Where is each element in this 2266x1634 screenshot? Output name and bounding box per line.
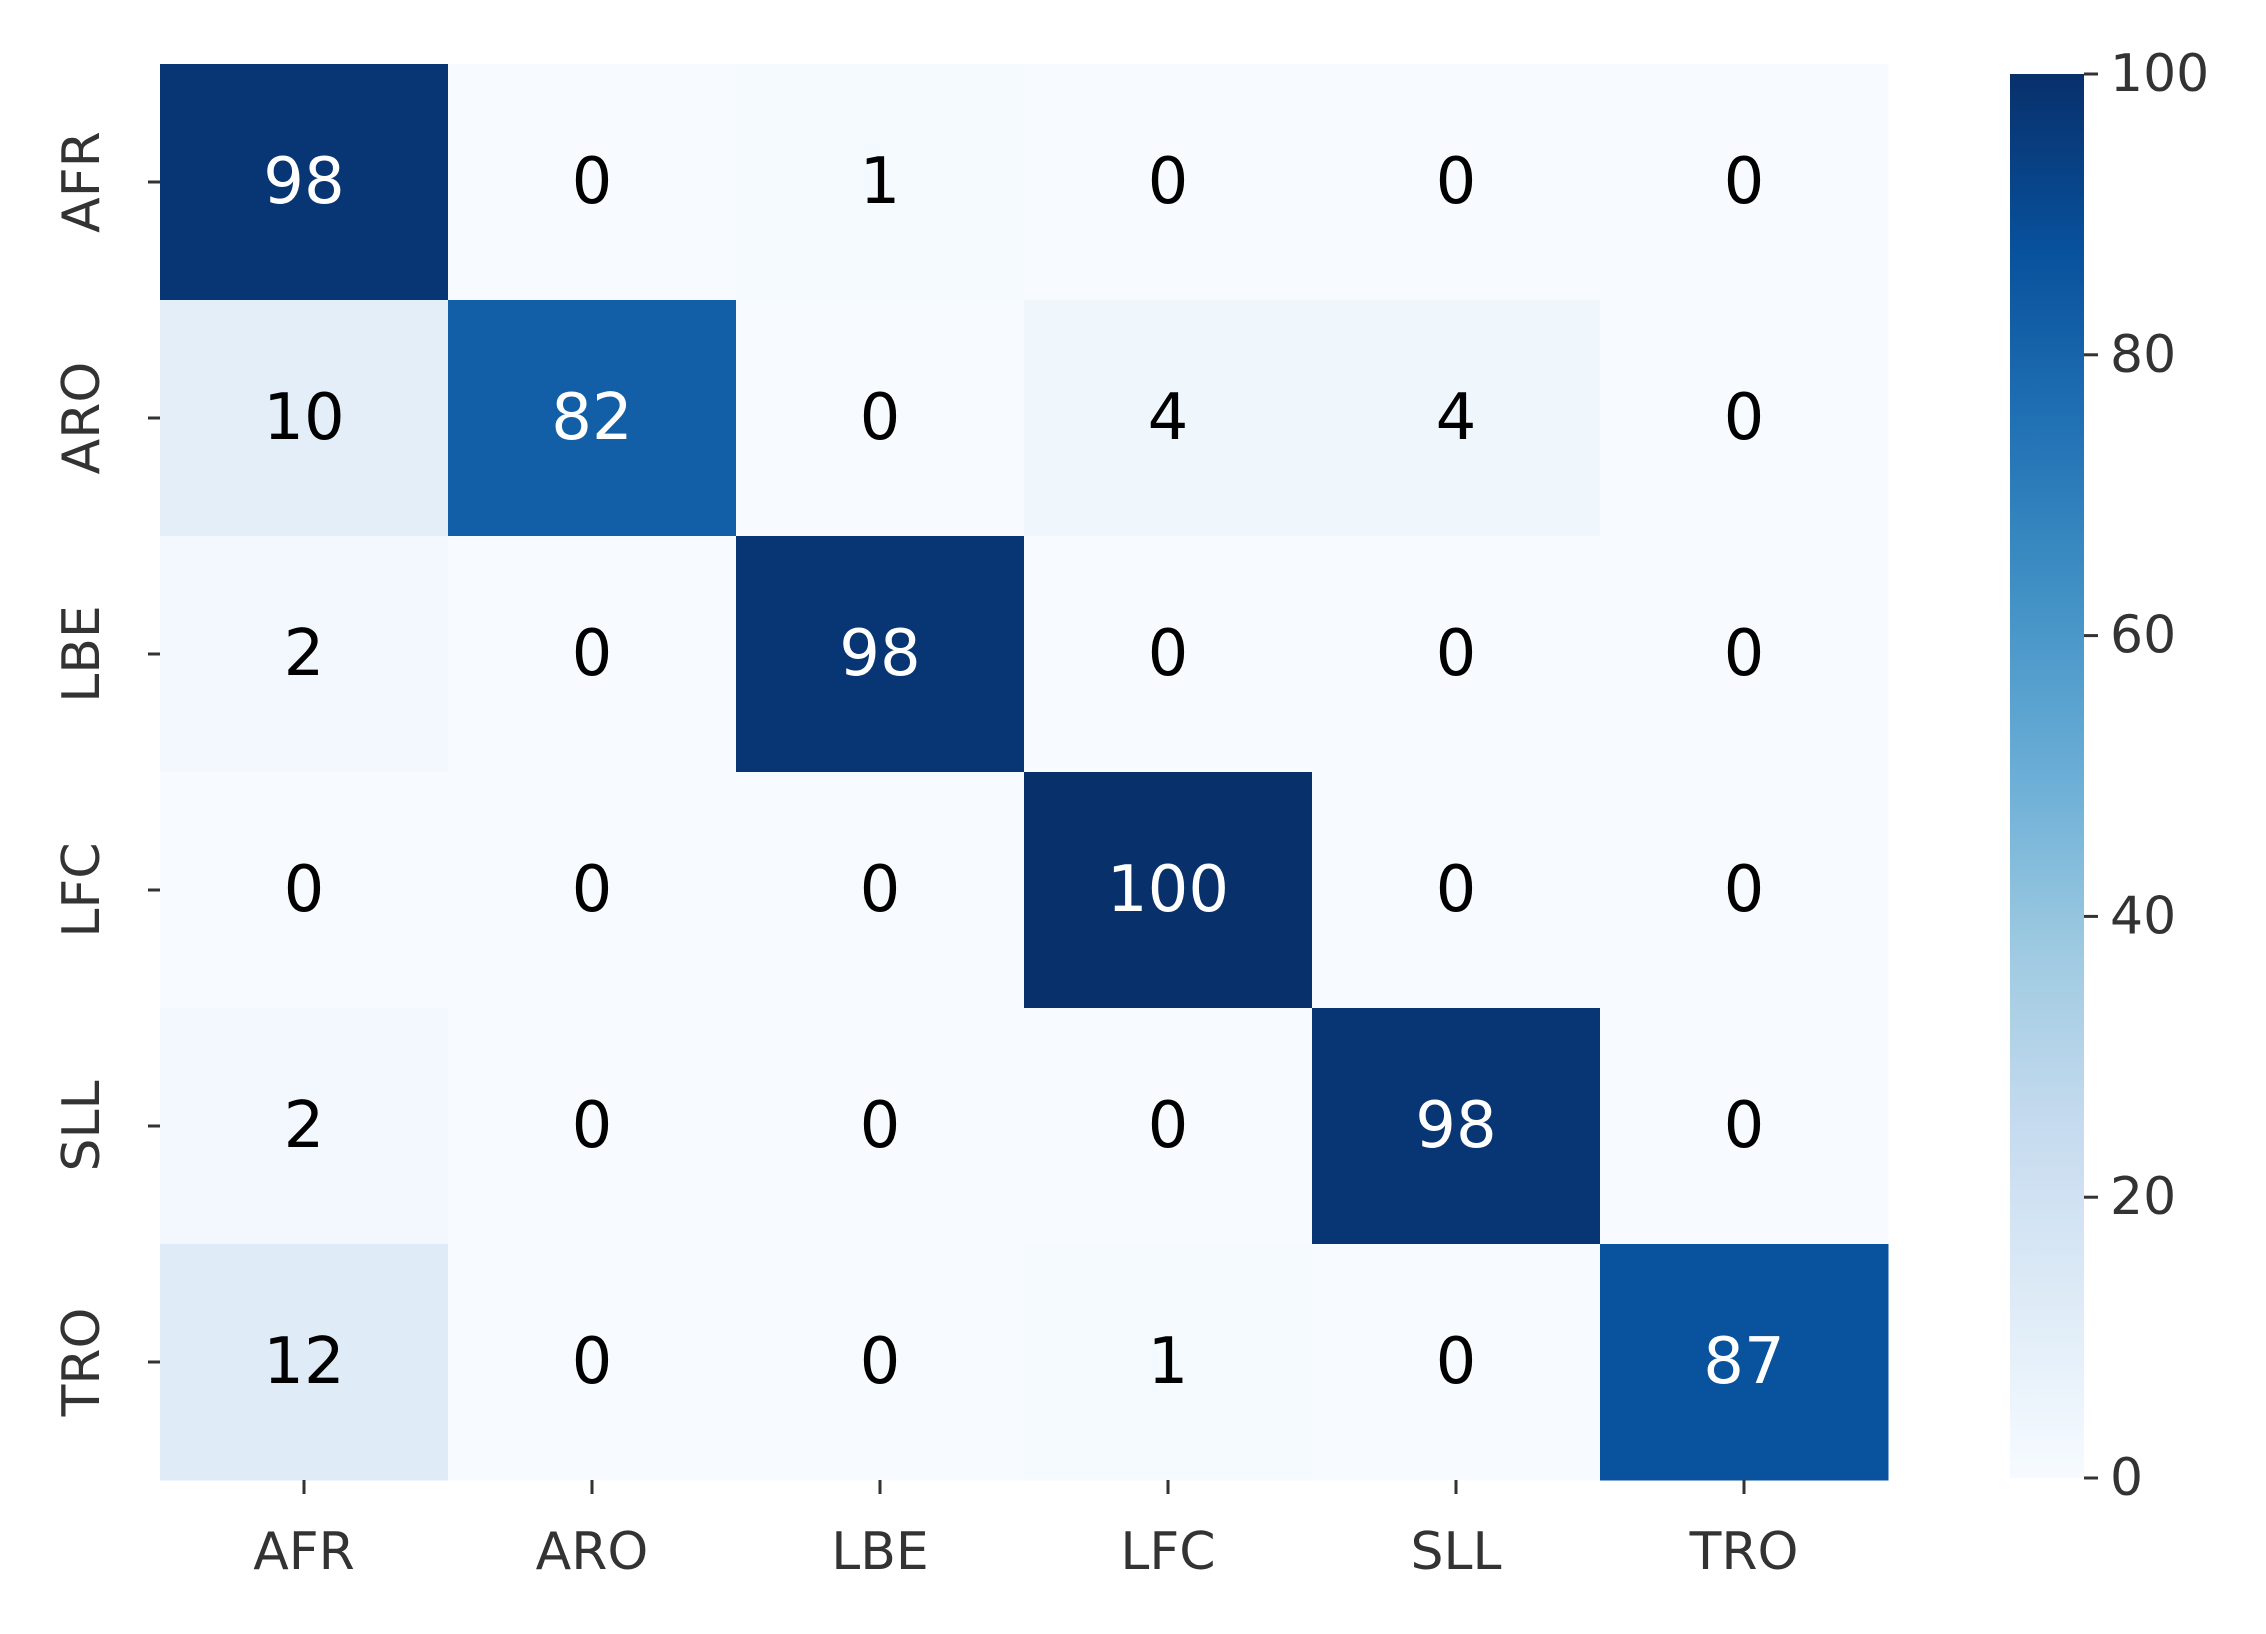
cell-value-label: 1: [1148, 1325, 1189, 1399]
heatmap-cell-lfc-tro: [1600, 772, 1889, 1009]
cell-value-label: 82: [551, 381, 632, 455]
cell-value-label: 98: [1415, 1089, 1496, 1163]
heatmap-cell-afr-lfc: [1024, 64, 1313, 301]
heatmap-cell-sll-afr: [160, 1008, 449, 1245]
x-tick-label: AFR: [253, 1522, 355, 1582]
cell-value-label: 0: [1436, 1325, 1477, 1399]
x-tick-label: ARO: [536, 1522, 649, 1582]
heatmap-cell-aro-tro: [1600, 300, 1889, 537]
cell-value-label: 0: [1724, 381, 1765, 455]
cell-value-label: 0: [1436, 853, 1477, 927]
cell-value-label: 98: [839, 617, 920, 691]
heatmap-cell-afr-aro: [448, 64, 737, 301]
x-tick-label: TRO: [1689, 1522, 1799, 1582]
heatmap-cell-tro-lbe: [736, 1244, 1025, 1481]
y-tick-label: LBE: [52, 605, 112, 703]
heatmap-cell-afr-sll: [1312, 64, 1601, 301]
cell-value-label: 87: [1703, 1325, 1784, 1399]
y-tick-label: TRO: [52, 1308, 112, 1418]
heatmap-cell-tro-aro: [448, 1244, 737, 1481]
cell-value-label: 0: [1724, 853, 1765, 927]
colorbar-tick-label: 40: [2110, 886, 2176, 946]
heatmap-cell-afr-tro: [1600, 64, 1889, 301]
heatmap-cell-afr-lbe: [736, 64, 1025, 301]
cell-value-label: 100: [1107, 853, 1229, 927]
colorbar-gradient: [2010, 74, 2084, 1478]
colorbar-tick-label: 20: [2110, 1167, 2176, 1227]
y-axis: AFR ARO LBE LFC SLL TRO: [52, 131, 160, 1417]
heatmap-cell-tro-sll: [1312, 1244, 1601, 1481]
heatmap-cell-sll-sll: [1312, 1008, 1601, 1245]
x-tick-label: LBE: [831, 1522, 929, 1582]
heatmap-cell-lbe-aro: [448, 536, 737, 773]
heatmap-cell-lfc-aro: [448, 772, 737, 1009]
colorbar-tick-label: 100: [2110, 44, 2209, 104]
heatmap-cell-lfc-lfc: [1024, 772, 1313, 1009]
cell-value-label: 2: [284, 617, 325, 691]
cell-value-label: 0: [860, 1325, 901, 1399]
heatmap-cell-aro-afr: [160, 300, 449, 537]
cell-value-label: 4: [1436, 381, 1477, 455]
heatmap-cell-tro-lfc: [1024, 1244, 1313, 1481]
cell-value-label: 0: [572, 1089, 613, 1163]
heatmap-cell-sll-aro: [448, 1008, 737, 1245]
heatmap-cells: [160, 64, 1889, 1481]
cell-value-label: 0: [1148, 1089, 1189, 1163]
cell-value-label: 2: [284, 1089, 325, 1163]
cell-value-label: 0: [1724, 145, 1765, 219]
colorbar-tick-label: 80: [2110, 325, 2176, 385]
heatmap-cell-aro-sll: [1312, 300, 1601, 537]
cell-value-label: 0: [572, 1325, 613, 1399]
cell-value-label: 0: [1148, 617, 1189, 691]
colorbar-tick-label: 0: [2110, 1448, 2143, 1508]
cell-value-label: 0: [860, 1089, 901, 1163]
y-tick-label: AFR: [52, 131, 112, 233]
y-tick-label: ARO: [52, 362, 112, 475]
cell-value-label: 0: [1436, 145, 1477, 219]
cell-value-label: 12: [263, 1325, 344, 1399]
cell-value-label: 0: [860, 853, 901, 927]
heatmap-cell-lbe-lfc: [1024, 536, 1313, 773]
cell-value-label: 10: [263, 381, 344, 455]
heatmap-cell-aro-aro: [448, 300, 737, 537]
cell-value-label: 0: [572, 853, 613, 927]
cell-value-label: 0: [1724, 1089, 1765, 1163]
cell-value-label: 0: [572, 145, 613, 219]
heatmap-cell-tro-afr: [160, 1244, 449, 1481]
x-axis: AFR ARO LBE LFC SLL TRO: [253, 1480, 1798, 1582]
heatmap-cell-lfc-lbe: [736, 772, 1025, 1009]
cell-value-label: 0: [1436, 617, 1477, 691]
heatmap-cell-lbe-lbe: [736, 536, 1025, 773]
cell-value-label: 98: [263, 145, 344, 219]
heatmap-cell-lfc-afr: [160, 772, 449, 1009]
cell-value-label: 1: [860, 145, 901, 219]
cell-value-label: 0: [1724, 617, 1765, 691]
heatmap-cell-tro-tro: [1600, 1244, 1889, 1481]
heatmap-cell-sll-lbe: [736, 1008, 1025, 1245]
y-tick-label: LFC: [52, 842, 112, 937]
colorbar: 0 20 40 60 80 100: [2010, 44, 2209, 1508]
heatmap-cell-lfc-sll: [1312, 772, 1601, 1009]
cell-value-label: 0: [860, 381, 901, 455]
cell-value-label: 0: [1148, 145, 1189, 219]
heatmap-cell-afr-afr: [160, 64, 449, 301]
heatmap-cell-lbe-sll: [1312, 536, 1601, 773]
cell-value-label: 0: [572, 617, 613, 691]
heatmap-cell-sll-lfc: [1024, 1008, 1313, 1245]
x-tick-label: LFC: [1120, 1522, 1215, 1582]
y-tick-label: SLL: [52, 1080, 112, 1171]
cell-value-label: 4: [1148, 381, 1189, 455]
heatmap-cell-lbe-afr: [160, 536, 449, 773]
colorbar-tick-label: 60: [2110, 606, 2176, 666]
heatmap-cell-lbe-tro: [1600, 536, 1889, 773]
heatmap-cell-sll-tro: [1600, 1008, 1889, 1245]
heatmap-cell-aro-lfc: [1024, 300, 1313, 537]
heatmap-cell-aro-lbe: [736, 300, 1025, 537]
cell-value-label: 0: [284, 853, 325, 927]
x-tick-label: SLL: [1411, 1522, 1502, 1582]
heatmap-cell-labels: 98 0 1 0 0 010 82 0 4 4 02 0 98 0 0 00 0 0 100 0 02 0 0 0 98 012 0…: [263, 145, 1784, 1399]
